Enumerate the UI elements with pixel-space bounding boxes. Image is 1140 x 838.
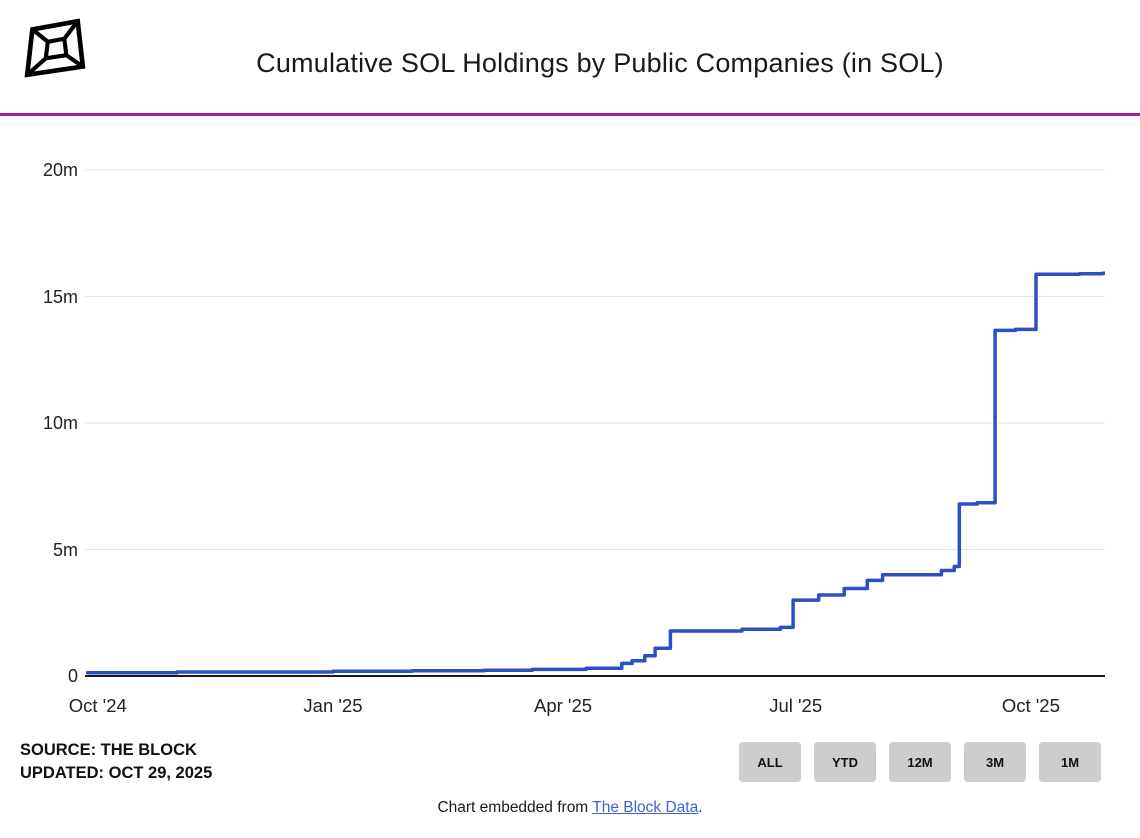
- y-axis-tick: 10m: [42, 413, 78, 433]
- updated-label: UPDATED: OCT 29, 2025: [20, 764, 213, 782]
- range-selector: ALL YTD 12M 3M 1M: [739, 742, 1101, 782]
- range-button-12m[interactable]: 12M: [889, 742, 951, 782]
- y-axis-tick: 20m: [42, 160, 78, 180]
- line-chart-plot[interactable]: [85, 130, 1105, 690]
- the-block-logo: [20, 16, 88, 82]
- chart-title: Cumulative SOL Holdings by Public Compan…: [256, 48, 944, 78]
- range-button-3m[interactable]: 3M: [964, 742, 1026, 782]
- the-block-data-link[interactable]: The Block Data: [592, 799, 699, 816]
- embed-caption-text: Chart embedded from: [437, 799, 593, 816]
- accent-divider: [0, 113, 1140, 116]
- embed-caption: Chart embedded from The Block Data.: [0, 799, 1140, 817]
- y-axis-tick: 0: [67, 666, 78, 686]
- range-button-1m[interactable]: 1M: [1039, 742, 1101, 782]
- source-block: SOURCE: THE BLOCK UPDATED: OCT 29, 2025: [20, 739, 212, 785]
- y-axis-tick: 15m: [42, 286, 78, 307]
- x-axis-tick: Oct '25: [1001, 695, 1060, 716]
- the-block-logo-icon: [24, 18, 86, 78]
- y-axis-tick: 5m: [52, 539, 78, 560]
- range-button-ytd[interactable]: YTD: [814, 742, 876, 782]
- embed-caption-period: .: [698, 799, 703, 816]
- x-axis-tick: Apr '25: [534, 695, 593, 716]
- source-label: SOURCE: THE BLOCK: [20, 741, 197, 759]
- x-axis-tick: Jan '25: [303, 695, 363, 716]
- range-button-all[interactable]: ALL: [739, 742, 801, 782]
- x-axis-tick: Oct '24: [68, 695, 127, 716]
- x-axis-tick: Jul '25: [769, 695, 823, 716]
- chart-area: 20m 15m 10m 5m 0 Oct '24 Jan '25 Apr '25 Jul '2…: [20, 130, 1120, 735]
